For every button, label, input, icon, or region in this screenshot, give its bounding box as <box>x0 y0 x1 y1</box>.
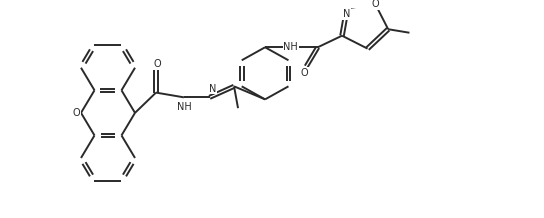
Text: O: O <box>300 68 308 78</box>
Text: O: O <box>72 108 80 118</box>
Text: O: O <box>372 0 379 9</box>
Text: NH: NH <box>283 42 298 52</box>
Text: O: O <box>153 59 161 69</box>
Text: NH: NH <box>177 102 191 112</box>
Text: N: N <box>209 84 217 94</box>
Text: N: N <box>343 9 350 19</box>
